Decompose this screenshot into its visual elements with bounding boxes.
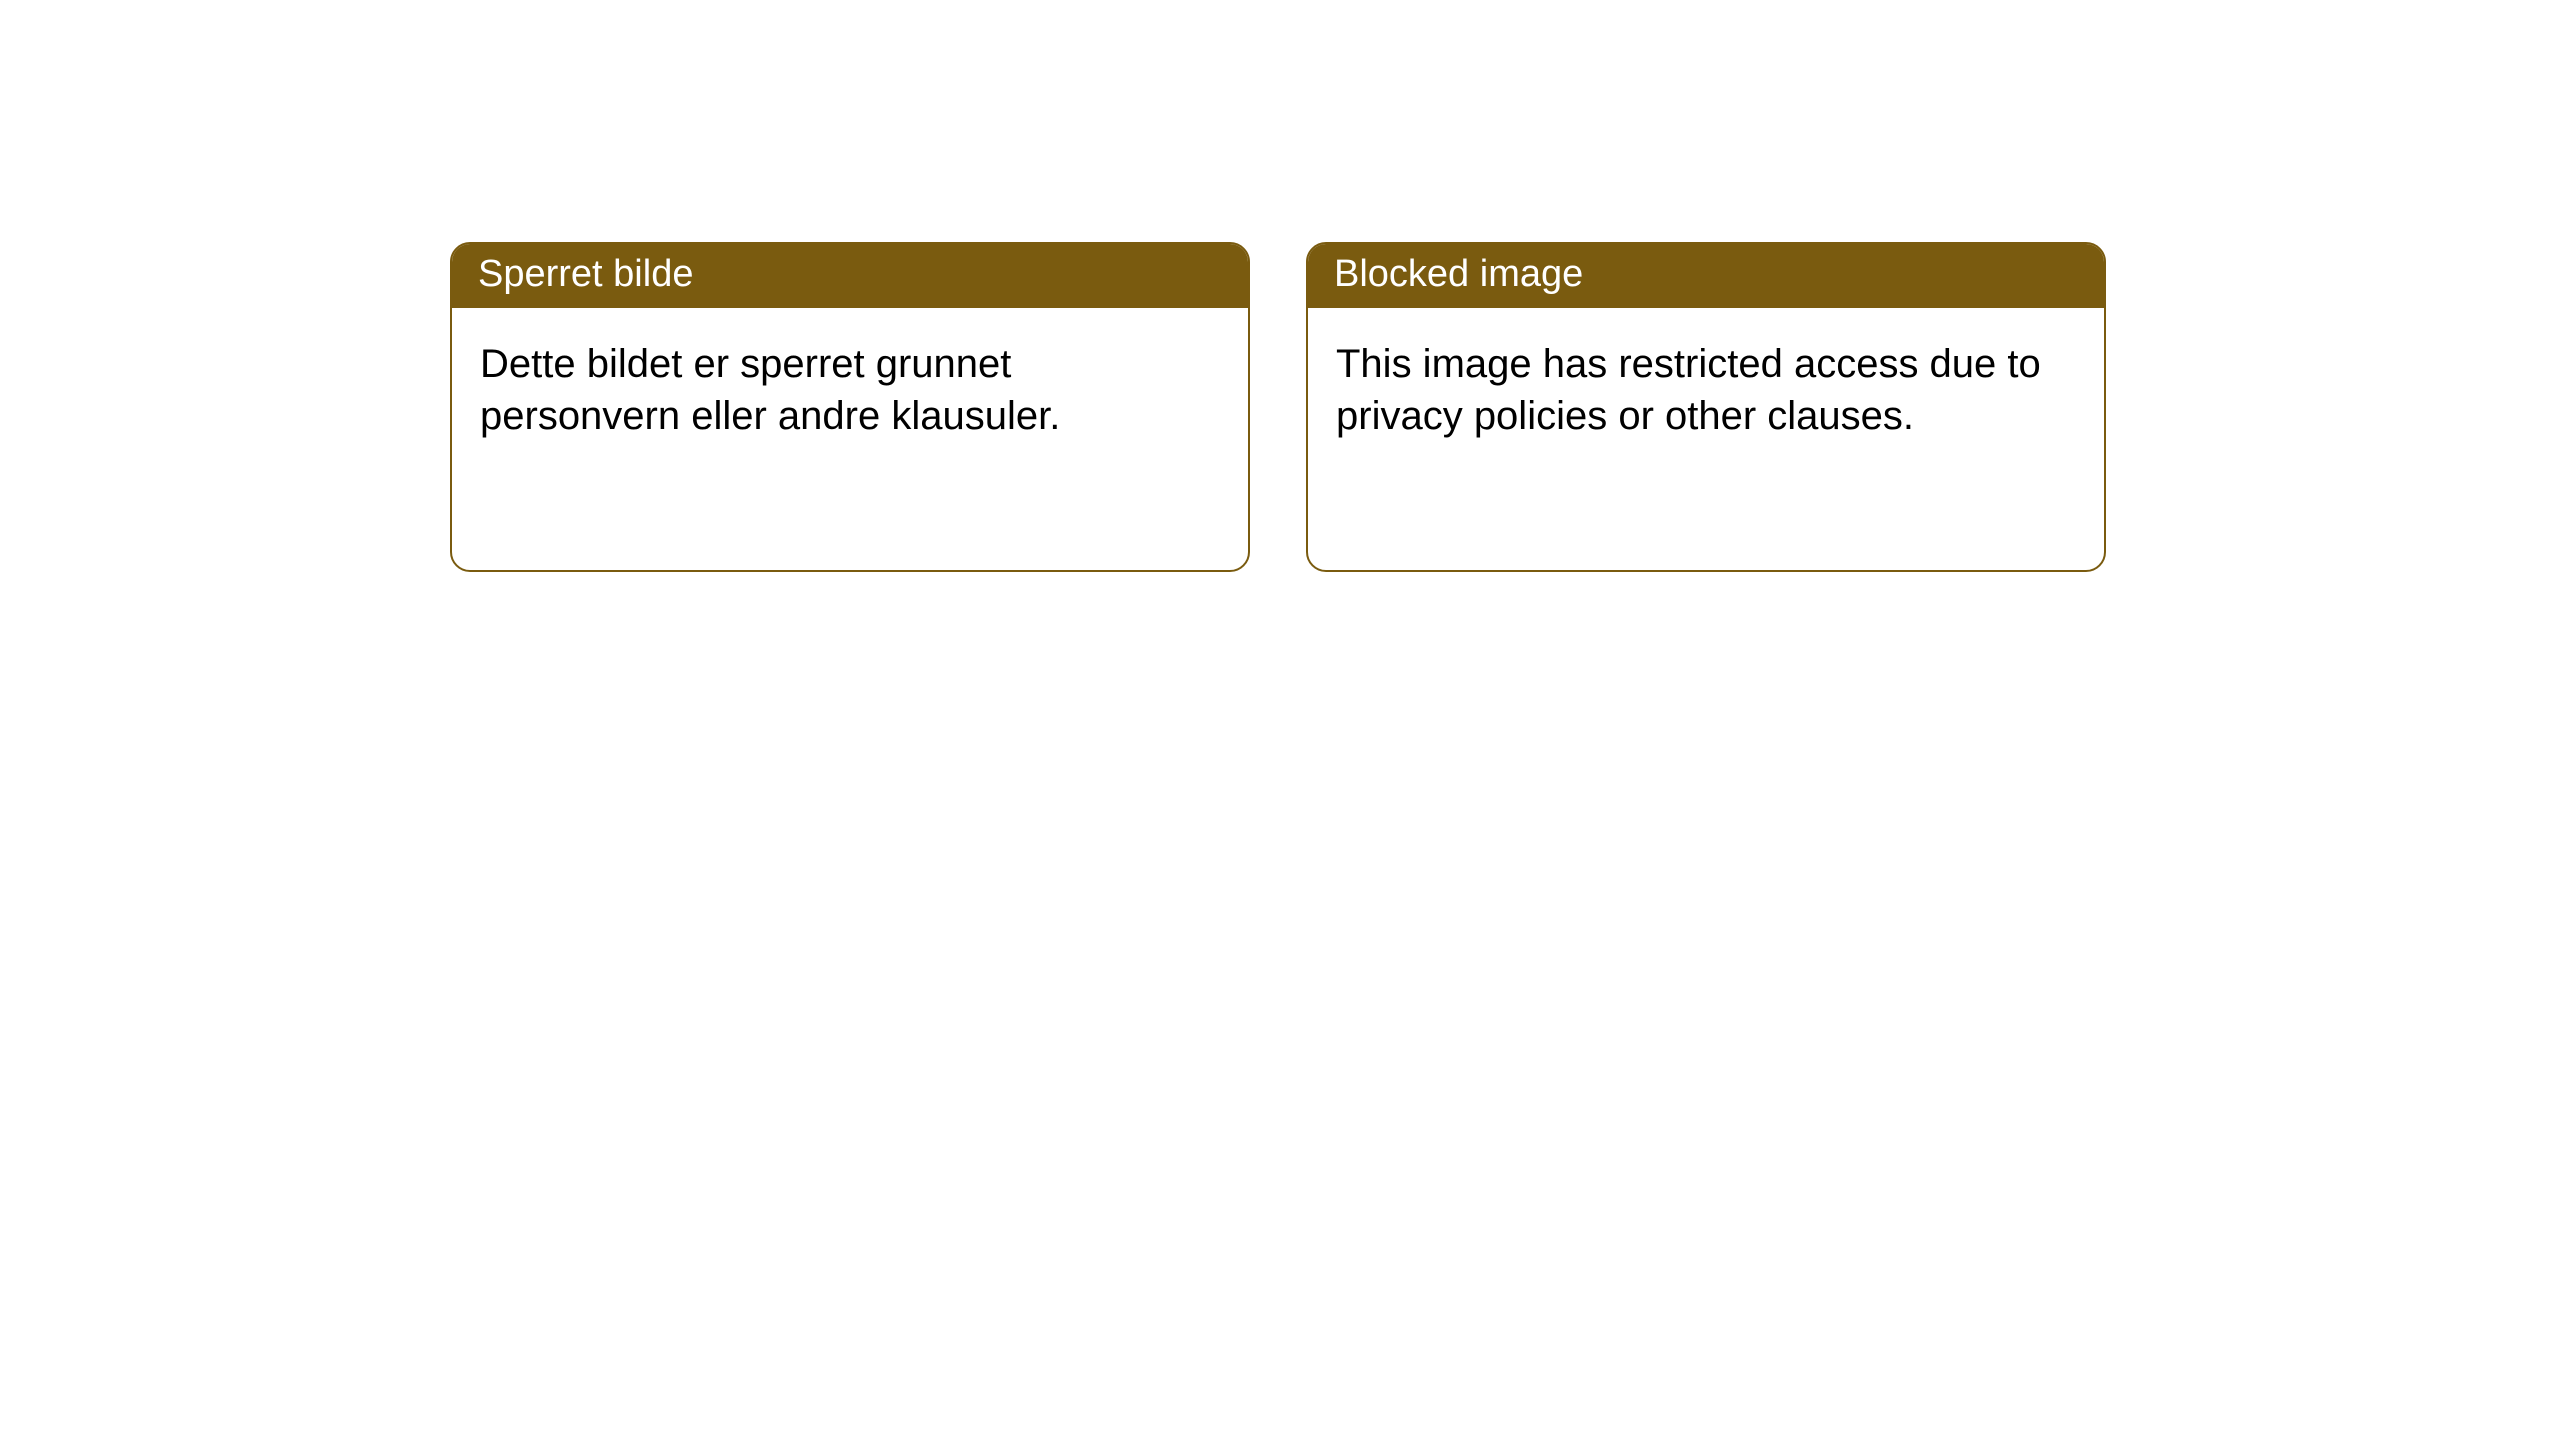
notice-card-body: Dette bildet er sperret grunnet personve… (452, 308, 1248, 462)
notice-container: Sperret bilde Dette bildet er sperret gr… (0, 0, 2560, 572)
notice-card-title: Sperret bilde (452, 244, 1248, 308)
notice-card-body: This image has restricted access due to … (1308, 308, 2104, 462)
notice-card-title: Blocked image (1308, 244, 2104, 308)
notice-card-english: Blocked image This image has restricted … (1306, 242, 2106, 572)
notice-card-norwegian: Sperret bilde Dette bildet er sperret gr… (450, 242, 1250, 572)
